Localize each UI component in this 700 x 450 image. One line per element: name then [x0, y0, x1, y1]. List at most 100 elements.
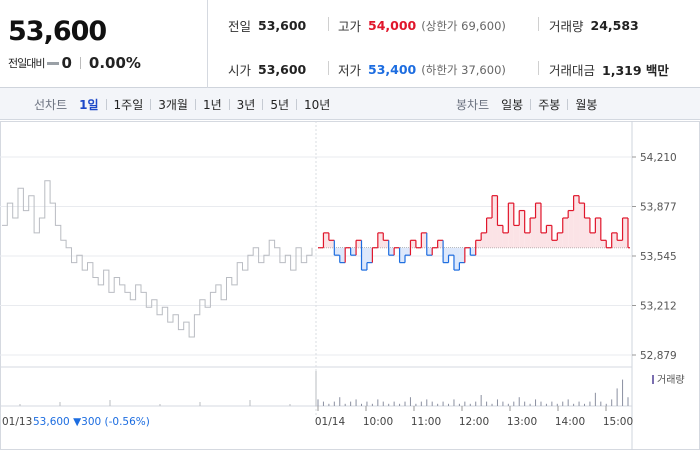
divider [262, 98, 264, 110]
y-tick-label: 54,210 [640, 152, 677, 164]
stat-value: 53,600 [258, 62, 307, 77]
price-area [519, 210, 525, 248]
divider [296, 98, 298, 110]
divider [79, 57, 81, 69]
divider [538, 61, 539, 75]
period-tab[interactable]: 10년 [304, 97, 331, 112]
stat-value: 53,400 [368, 62, 417, 77]
period-tab[interactable]: 1주일 [113, 97, 144, 112]
stat-value: 54,000 [368, 18, 417, 33]
stat-label: 전일 [228, 19, 252, 34]
period-tab[interactable]: 5년 [270, 97, 290, 112]
x-tick-label: 11:00 [411, 416, 441, 428]
price-area [508, 203, 514, 248]
price-area [361, 247, 367, 271]
period-tab[interactable]: 1일 [79, 97, 99, 112]
price-area [350, 247, 357, 256]
price-area [551, 240, 558, 248]
price-area [323, 232, 329, 248]
y-tick-label: 53,877 [640, 202, 677, 214]
price-area [595, 217, 601, 248]
price-area [470, 247, 476, 256]
price-header: 53,600 전일대비 0 0.00% 전일 53,600 고가 54,000 … [0, 0, 700, 88]
price-area [513, 225, 520, 248]
y-tick-label: 53,212 [640, 301, 677, 313]
price-area [410, 240, 416, 248]
stat-label: 시가 [228, 63, 252, 78]
price-area [453, 247, 460, 271]
price-area [383, 240, 389, 248]
price-area [617, 240, 623, 248]
price-area [502, 232, 509, 248]
price-area [535, 203, 541, 248]
price-area [405, 247, 411, 256]
price-area [339, 247, 346, 263]
price-area [492, 195, 498, 248]
stat-prev-close: 전일 53,600 [228, 16, 306, 35]
divider [194, 98, 196, 110]
candle-chart-periods: 봉차트 일봉 주봉 월봉 [456, 88, 599, 120]
stat-label: 고가 [338, 19, 362, 34]
chart-frame [0, 121, 700, 450]
stat-low: 저가 53,400 (하한가 37,600) [338, 60, 506, 79]
divider [567, 98, 569, 110]
line-chart-label: 선차트 [34, 97, 68, 112]
price-area [579, 203, 585, 248]
line-chart-periods: 선차트 1일 1주일 3개월 1년 3년 5년 10년 [34, 88, 332, 120]
price-area [328, 240, 335, 248]
price-area [497, 225, 503, 248]
stat-value: 24,583 [590, 18, 639, 33]
divider [538, 17, 539, 31]
candle-tab[interactable]: 월봉 [575, 97, 598, 112]
period-tab[interactable]: 1년 [202, 97, 222, 112]
candle-tab[interactable]: 일봉 [501, 97, 524, 112]
candle-tab[interactable]: 주봉 [538, 97, 561, 112]
price-chart: 54,210 53,877 53,545 53,212 52,879 거래량 01/14 10… [0, 121, 700, 450]
stat-label: 저가 [338, 63, 362, 78]
price-area [546, 225, 552, 248]
current-price: 53,600 [8, 16, 107, 47]
y-tick-label: 53,545 [640, 251, 677, 263]
price-area [557, 232, 563, 248]
price-area [562, 217, 569, 248]
price-area [600, 240, 607, 248]
price-area [388, 247, 395, 256]
candle-chart-label: 봉차트 [456, 97, 490, 112]
chart-area: 54,210 53,877 53,545 53,212 52,879 거래량 01/14 10… [0, 121, 700, 450]
x-tick-label: 13:00 [507, 416, 537, 428]
price-area [366, 247, 373, 263]
stat-volume: 거래량 24,583 [549, 16, 639, 35]
change-percent: 0.00% [88, 54, 141, 72]
lower-limit: (하한가 37,600) [421, 62, 506, 77]
stat-value: 1,319 백만 [602, 63, 669, 78]
price-area [584, 217, 590, 248]
volume-legend-icon [652, 375, 654, 384]
price-area [568, 210, 574, 248]
stat-label: 거래대금 [549, 63, 596, 78]
stat-high: 고가 54,000 (상한가 69,600) [338, 16, 506, 35]
price-area [377, 232, 384, 248]
price-area [334, 247, 340, 256]
divider [328, 17, 329, 31]
divider [150, 98, 152, 110]
period-tab[interactable]: 3개월 [158, 97, 188, 112]
price-area [622, 217, 628, 248]
price-area [426, 247, 433, 256]
price-area [448, 247, 454, 256]
change-row: 전일대비 0 0.00% [8, 54, 141, 72]
y-tick-label: 52,879 [640, 350, 677, 362]
prev-day-price: 53,600 ▼300 (-0.56%) [33, 416, 150, 428]
x-tick-label: 10:00 [363, 416, 393, 428]
flat-icon [47, 61, 60, 65]
price-area [356, 240, 362, 248]
stat-value: 53,600 [258, 18, 307, 33]
chart-toolbar: 선차트 1일 1주일 3개월 1년 3년 5년 10년 봉차트 일봉 주봉 월봉 [0, 88, 700, 120]
price-area [481, 232, 487, 248]
period-tab[interactable]: 3년 [236, 97, 256, 112]
prev-day-label: 01/13 [2, 416, 32, 428]
x-tick-label: 12:00 [459, 416, 489, 428]
stat-amount: 거래대금 1,319 백만 [549, 60, 669, 79]
price-area [437, 240, 444, 248]
upper-limit: (상한가 69,600) [421, 18, 506, 33]
stat-open: 시가 53,600 [228, 60, 306, 79]
